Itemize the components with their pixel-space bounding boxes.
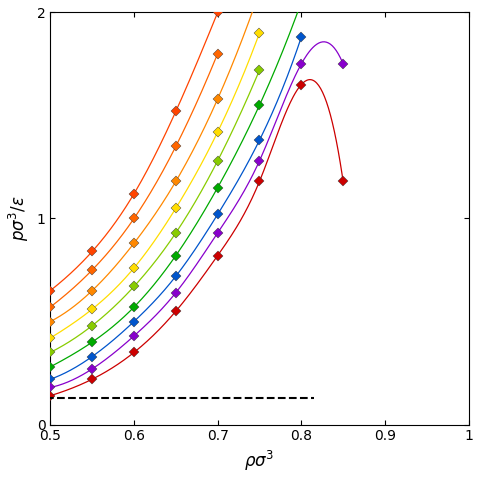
Y-axis label: $p\sigma^3/\varepsilon$: $p\sigma^3/\varepsilon$ bbox=[7, 195, 31, 241]
X-axis label: $\rho\sigma^3$: $\rho\sigma^3$ bbox=[244, 449, 275, 473]
